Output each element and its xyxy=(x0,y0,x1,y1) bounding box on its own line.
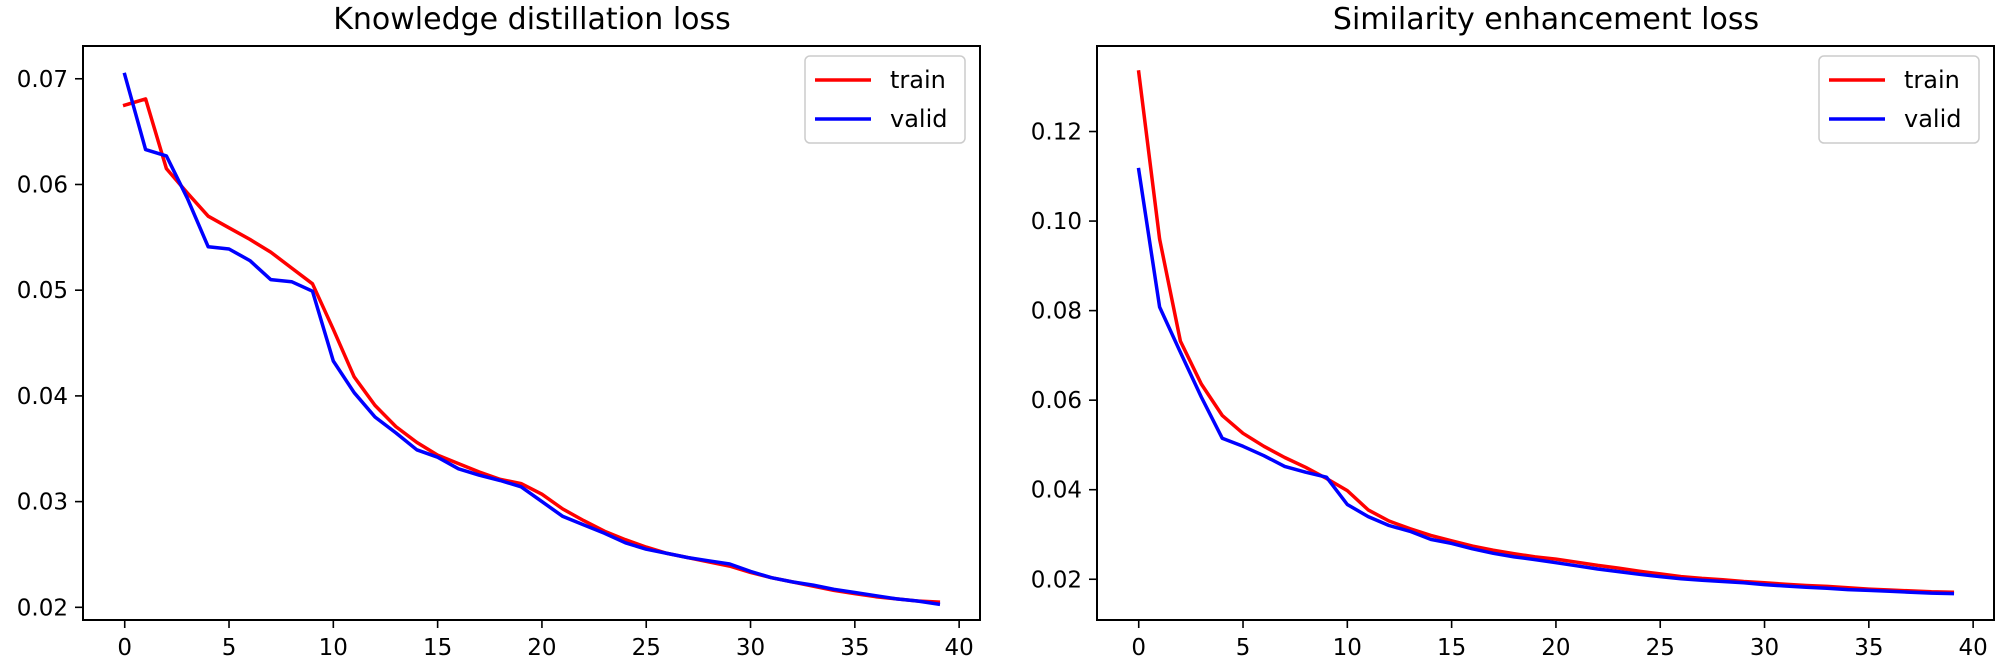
y-tick-label: 0.02 xyxy=(1031,567,1082,593)
x-tick-label: 10 xyxy=(319,635,348,661)
chart-knowledge-distillation: Knowledge distillation loss 0 5 10 15 20 25 30… xyxy=(17,2,981,661)
legend-label-valid: valid xyxy=(890,105,947,133)
x-tick-label: 30 xyxy=(1750,635,1779,661)
chart-title: Similarity enhancement loss xyxy=(1333,2,1759,37)
x-tick-label: 0 xyxy=(1131,635,1146,661)
y-tick-label: 0.05 xyxy=(17,278,68,304)
x-tick-label: 40 xyxy=(944,635,973,661)
y-tick-label: 0.06 xyxy=(1031,388,1082,414)
x-tick-label: 15 xyxy=(423,635,452,661)
series-line-valid xyxy=(122,72,941,607)
x-tick-label: 5 xyxy=(222,635,237,661)
x-tick-label: 35 xyxy=(1854,635,1883,661)
x-tick-label: 35 xyxy=(840,635,869,661)
y-tick-label: 0.10 xyxy=(1031,209,1082,235)
y-tick-label: 0.02 xyxy=(17,595,68,621)
y-tick-label: 0.08 xyxy=(1031,299,1082,325)
axes-frame xyxy=(82,45,981,621)
x-tick-label: 25 xyxy=(632,635,661,661)
series-line-valid xyxy=(1136,167,1955,596)
legend-box xyxy=(804,55,966,144)
chart-title: Knowledge distillation loss xyxy=(333,2,731,37)
legend-label-valid: valid xyxy=(1904,105,1961,133)
legend-label-train: train xyxy=(890,66,946,94)
x-tick-label: 15 xyxy=(1437,635,1466,661)
legend-label-train: train xyxy=(1904,66,1960,94)
x-tick-label: 20 xyxy=(1541,635,1570,661)
y-tick-label: 0.04 xyxy=(17,384,68,410)
plot-area: 0 5 10 15 20 25 30 35 40 0.02 0.04 0.06 0.08 0.10 0.12 xyxy=(1031,70,1988,661)
axes-frame xyxy=(1096,45,1995,621)
series-line-train xyxy=(1136,70,1955,594)
legend: train valid xyxy=(804,55,966,144)
x-tick-label: 0 xyxy=(117,635,132,661)
y-tick-label: 0.03 xyxy=(17,490,68,516)
x-tick-label: 20 xyxy=(527,635,556,661)
legend: train valid xyxy=(1818,55,1980,144)
x-tick-label: 10 xyxy=(1333,635,1362,661)
chart-similarity-enhancement: Similarity enhancement loss 0 5 10 15 20 25 30… xyxy=(1031,2,1995,661)
x-tick-label: 25 xyxy=(1646,635,1675,661)
legend-box xyxy=(1818,55,1980,144)
y-tick-label: 0.06 xyxy=(17,172,68,198)
x-tick-label: 30 xyxy=(736,635,765,661)
plot-area: 0 5 10 15 20 25 30 35 40 0.02 0.03 0.04 0.05 0.06 0.07 xyxy=(17,67,974,661)
x-tick-label: 5 xyxy=(1236,635,1251,661)
y-tick-label: 0.12 xyxy=(1031,120,1082,146)
x-tick-label: 40 xyxy=(1958,635,1987,661)
y-tick-label: 0.07 xyxy=(17,67,68,93)
y-tick-label: 0.04 xyxy=(1031,478,1082,504)
